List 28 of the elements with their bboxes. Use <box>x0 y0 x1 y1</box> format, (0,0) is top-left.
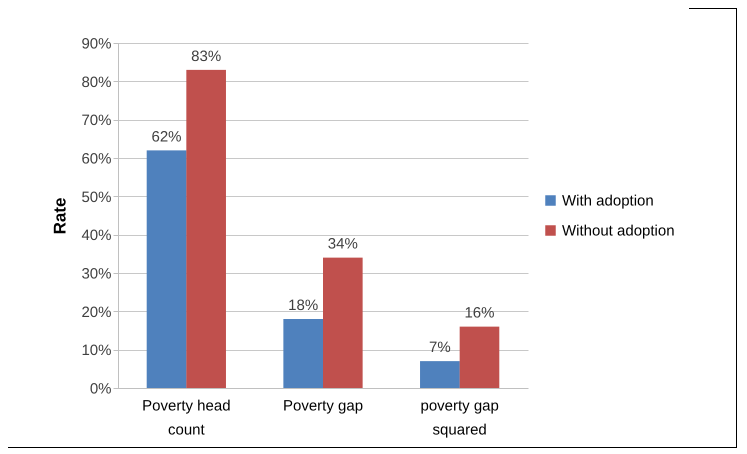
y-tick-label: 60% <box>81 150 112 168</box>
data-label: 16% <box>464 304 494 322</box>
bar <box>420 361 460 388</box>
legend-label: Without adoption <box>562 222 675 240</box>
legend-label: With adoption <box>562 192 654 210</box>
y-tick-label: 90% <box>81 36 112 52</box>
y-tick-label: 20% <box>81 304 112 321</box>
x-tick-label: Poverty gap <box>282 398 364 414</box>
data-label: 62% <box>152 128 182 146</box>
data-label: 34% <box>328 236 358 253</box>
bar <box>283 319 323 388</box>
data-label: 7% <box>429 339 451 356</box>
data-label: 83% <box>191 48 222 65</box>
y-tick-label: 0% <box>90 380 112 398</box>
y-tick-label: 50% <box>81 188 112 206</box>
y-tick-label: 80% <box>81 74 112 91</box>
x-tick-label: poverty gap squared <box>420 398 499 438</box>
y-tick-label: 10% <box>81 342 112 360</box>
data-label: 18% <box>288 297 318 314</box>
bar <box>323 258 363 388</box>
bar <box>460 326 500 388</box>
y-tick-label: 70% <box>81 112 112 130</box>
y-tick-label: 30% <box>81 266 112 282</box>
x-tick-label: Poverty head count <box>142 398 231 438</box>
bar <box>146 150 186 388</box>
bar <box>186 70 226 388</box>
y-tick-label: 40% <box>81 227 112 244</box>
y-axis-title: Rate <box>50 198 70 234</box>
